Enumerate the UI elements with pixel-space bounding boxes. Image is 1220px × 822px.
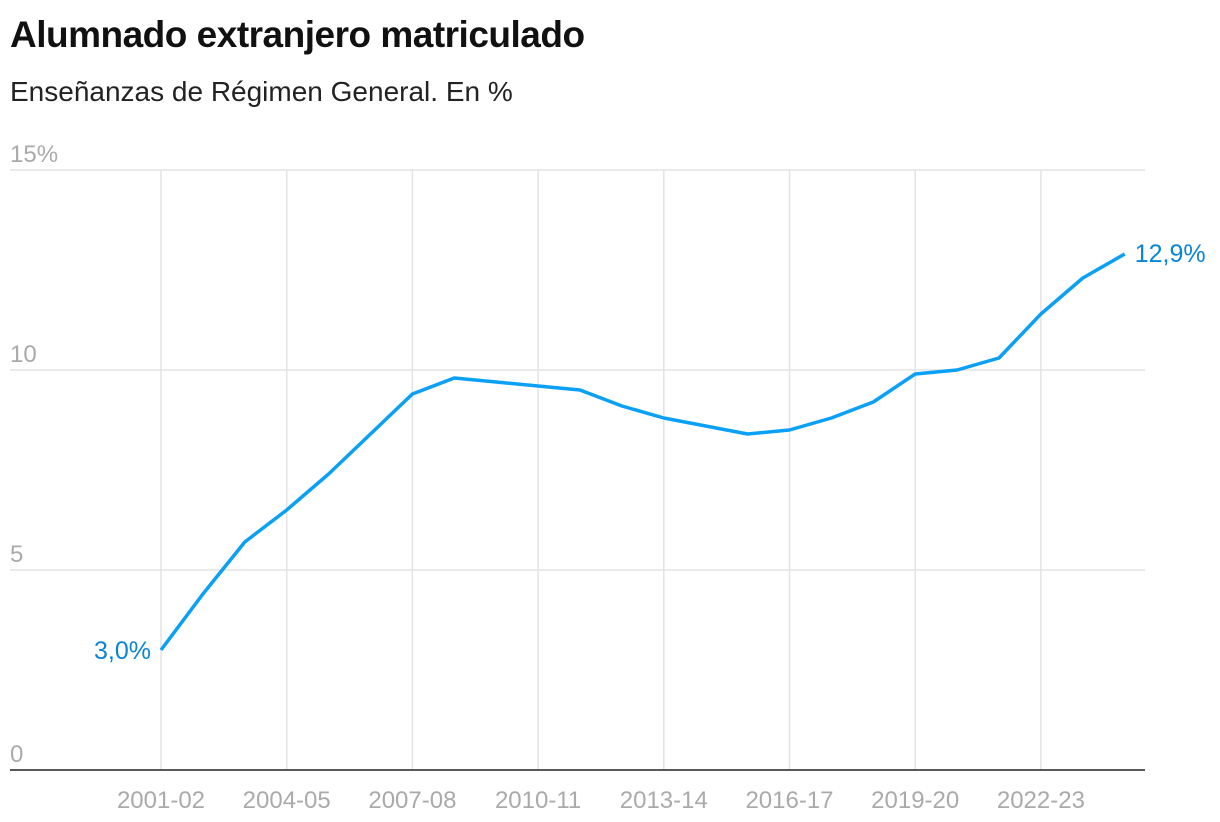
y-tick-label: 0	[10, 741, 23, 768]
y-tick-label: 5	[10, 541, 23, 568]
x-tick-label: 2004-05	[243, 787, 331, 814]
last-value-label: 12,9%	[1135, 240, 1206, 268]
x-tick-label: 2013-14	[620, 787, 708, 814]
x-tick-label: 2019-20	[871, 787, 959, 814]
chart-subtitle: Enseñanzas de Régimen General. En %	[10, 76, 513, 107]
x-tick-label: 2001-02	[117, 787, 205, 814]
x-tick-label: 2010-11	[495, 787, 581, 814]
y-tick-label: 15%	[10, 141, 58, 168]
x-tick-label: 2022-23	[997, 787, 1085, 814]
x-tick-label: 2007-08	[368, 787, 456, 814]
first-value-label: 3,0%	[94, 637, 151, 665]
chart-title: Alumnado extranjero matriculado	[10, 14, 585, 55]
x-tick-label: 2016-17	[745, 787, 833, 814]
y-tick-label: 10	[10, 341, 37, 368]
series-line	[159, 252, 1126, 652]
